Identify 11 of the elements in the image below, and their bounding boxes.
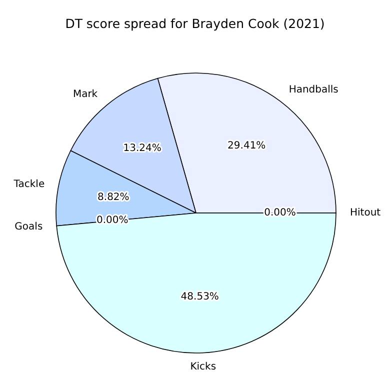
chart-title: DT score spread for Brayden Cook (2021) — [64, 15, 326, 33]
category-label: Goals — [14, 222, 43, 233]
slice-label: Kicks — [190, 361, 216, 372]
slice-label: Tackle — [12, 179, 45, 190]
slice-label: Mark — [72, 89, 98, 100]
category-label: Hitout — [350, 208, 381, 218]
data-label: 29.41% — [228, 140, 266, 152]
data-label: 48.53% — [180, 291, 219, 302]
data-label: 8.82% — [98, 192, 130, 204]
slice-label: Handballs — [288, 84, 338, 96]
data-label: 13.24% — [123, 142, 162, 154]
